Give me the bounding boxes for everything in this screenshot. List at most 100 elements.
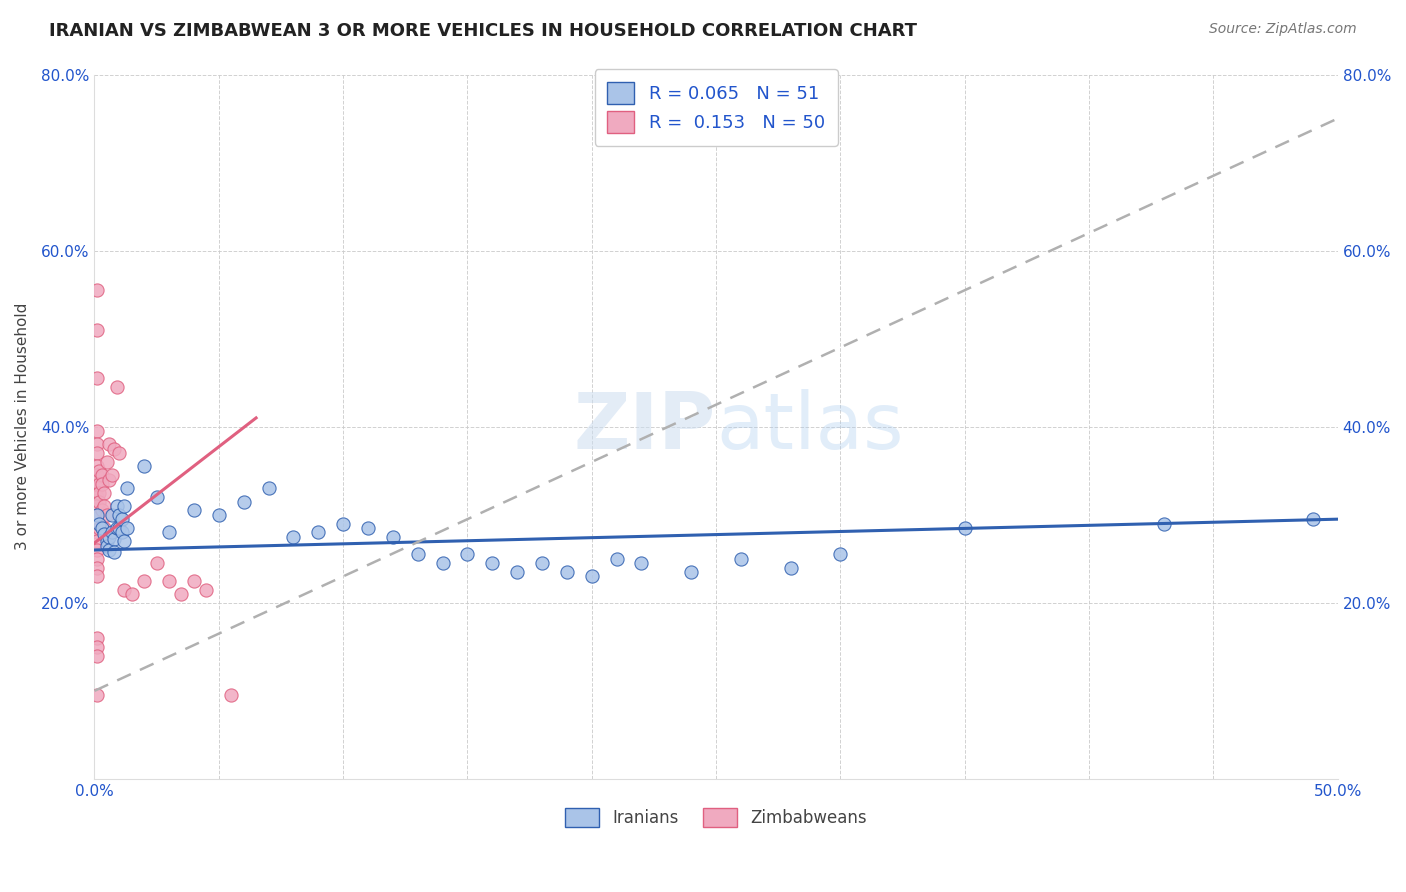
Point xyxy=(115,521,138,535)
Point xyxy=(456,548,478,562)
Point xyxy=(86,446,108,460)
Point xyxy=(183,574,205,588)
Text: IRANIAN VS ZIMBABWEAN 3 OR MORE VEHICLES IN HOUSEHOLD CORRELATION CHART: IRANIAN VS ZIMBABWEAN 3 OR MORE VEHICLES… xyxy=(49,22,917,40)
Point xyxy=(86,640,108,654)
Point xyxy=(108,508,131,522)
Point xyxy=(93,521,115,535)
Point xyxy=(98,473,121,487)
Point xyxy=(89,494,111,508)
Point xyxy=(89,464,111,478)
Text: atlas: atlas xyxy=(716,389,904,465)
Point xyxy=(86,525,108,540)
Point xyxy=(219,688,242,702)
Point xyxy=(381,530,404,544)
Point xyxy=(90,477,112,491)
Point xyxy=(432,556,454,570)
Point xyxy=(86,648,108,663)
Point xyxy=(96,508,118,522)
Legend: Iranians, Zimbabweans: Iranians, Zimbabweans xyxy=(558,801,873,834)
Point xyxy=(830,548,852,562)
Point xyxy=(98,543,121,558)
Point xyxy=(111,525,134,540)
Point xyxy=(530,556,553,570)
Point xyxy=(86,490,108,504)
Point xyxy=(86,283,108,297)
Point xyxy=(96,539,118,553)
Point xyxy=(86,508,108,522)
Point xyxy=(779,560,801,574)
Point xyxy=(108,446,131,460)
Point xyxy=(86,468,108,483)
Point xyxy=(730,551,752,566)
Point xyxy=(98,530,121,544)
Point xyxy=(98,437,121,451)
Point xyxy=(93,527,115,541)
Point xyxy=(93,485,115,500)
Point xyxy=(86,459,108,474)
Text: Source: ZipAtlas.com: Source: ZipAtlas.com xyxy=(1209,22,1357,37)
Point xyxy=(90,468,112,483)
Point xyxy=(134,459,156,474)
Point xyxy=(208,508,231,522)
Point xyxy=(89,485,111,500)
Point xyxy=(86,569,108,583)
Point xyxy=(96,534,118,549)
Point xyxy=(111,512,134,526)
Point xyxy=(257,481,280,495)
Point xyxy=(307,525,329,540)
Point xyxy=(332,516,354,531)
Point xyxy=(105,499,128,513)
Point xyxy=(86,437,108,451)
Point xyxy=(112,582,135,597)
Point xyxy=(86,688,108,702)
Point xyxy=(90,503,112,517)
Point xyxy=(89,477,111,491)
Point xyxy=(86,543,108,558)
Point xyxy=(86,534,108,549)
Point xyxy=(145,556,167,570)
Point xyxy=(112,534,135,549)
Point xyxy=(681,565,703,579)
Y-axis label: 3 or more Vehicles in Household: 3 or more Vehicles in Household xyxy=(15,303,30,550)
Point xyxy=(90,521,112,535)
Point xyxy=(1302,512,1324,526)
Point xyxy=(630,556,652,570)
Point xyxy=(103,442,125,456)
Point xyxy=(103,545,125,559)
Point xyxy=(101,525,124,540)
Point xyxy=(232,494,254,508)
Point xyxy=(86,560,108,574)
Point xyxy=(953,521,976,535)
Point xyxy=(89,521,111,535)
Point xyxy=(195,582,218,597)
Point xyxy=(406,548,429,562)
Point xyxy=(555,565,578,579)
Point xyxy=(170,587,193,601)
Point xyxy=(506,565,529,579)
Point xyxy=(121,587,143,601)
Point xyxy=(134,574,156,588)
Point xyxy=(157,574,180,588)
Point xyxy=(86,508,108,522)
Point xyxy=(481,556,503,570)
Point xyxy=(108,521,131,535)
Point xyxy=(283,530,305,544)
Point xyxy=(86,499,108,513)
Point xyxy=(105,380,128,394)
Text: ZIP: ZIP xyxy=(574,389,716,465)
Point xyxy=(183,503,205,517)
Point xyxy=(112,499,135,513)
Point xyxy=(105,521,128,535)
Point xyxy=(86,424,108,438)
Point xyxy=(1153,516,1175,531)
Point xyxy=(101,468,124,483)
Point xyxy=(86,551,108,566)
Point xyxy=(157,525,180,540)
Point xyxy=(145,490,167,504)
Point xyxy=(115,481,138,495)
Point xyxy=(96,455,118,469)
Point xyxy=(86,631,108,645)
Point xyxy=(581,569,603,583)
Point xyxy=(89,516,111,531)
Point xyxy=(357,521,380,535)
